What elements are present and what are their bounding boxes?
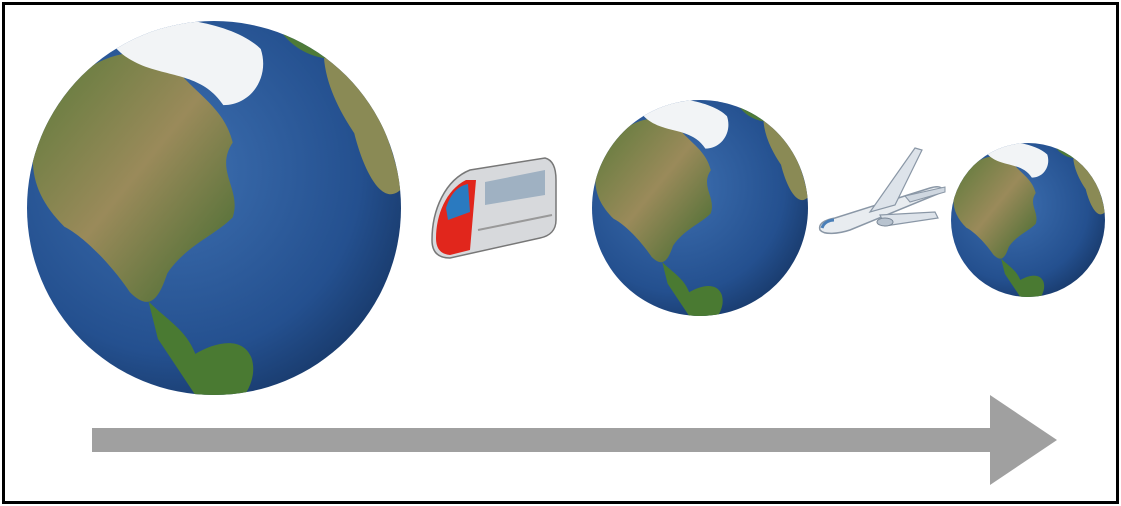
train-icon bbox=[431, 157, 557, 259]
airplane-icon bbox=[818, 147, 946, 235]
arrow bbox=[92, 395, 1057, 485]
